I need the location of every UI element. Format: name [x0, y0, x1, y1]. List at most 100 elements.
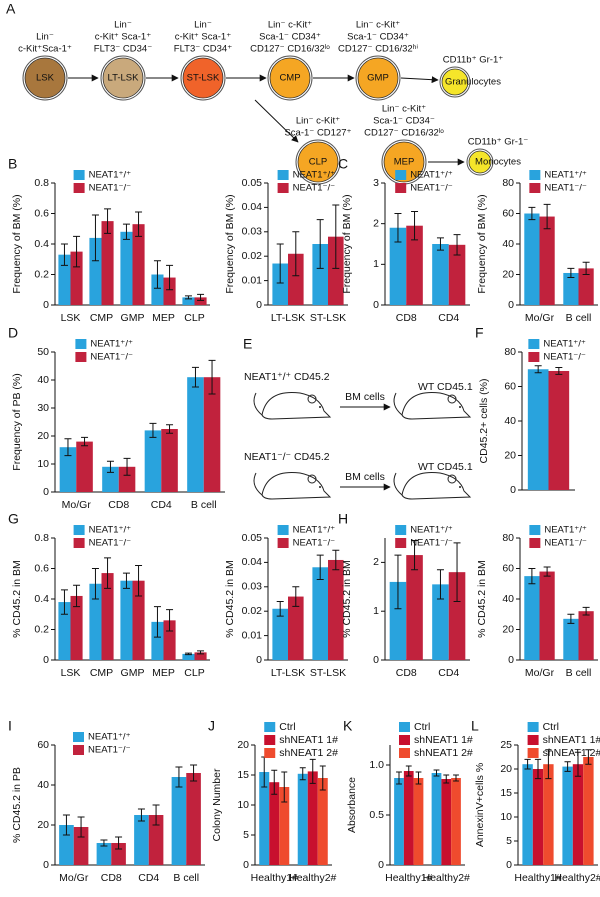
bar: [182, 297, 195, 305]
legend-label: NEAT1⁺/⁺: [544, 170, 587, 181]
x-tick-label: CMP: [90, 312, 113, 324]
error-bar: [166, 424, 174, 434]
error-bar: [528, 568, 536, 585]
mouse-ear: [307, 474, 317, 484]
legend-label: NEAT1⁻/⁻: [544, 183, 587, 194]
cell-marker: c-Kit⁺ Sca-1⁺: [175, 32, 232, 43]
error-bar: [62, 814, 70, 836]
panel-letter: G: [8, 511, 19, 527]
y-tick-label: 60: [504, 380, 516, 392]
x-tick-label: Mo/Gr: [59, 872, 89, 884]
legend-swatch: [529, 538, 541, 548]
error-bar: [64, 438, 72, 457]
y-tick-label: 20: [500, 763, 512, 775]
x-tick-label: B cell: [566, 312, 592, 324]
cell-marker: Lin⁻ c-Kit⁺: [382, 104, 426, 115]
legend-swatch: [73, 538, 85, 548]
legend-label: shNEAT1 2#: [414, 747, 473, 759]
x-tick-label: CMP: [90, 667, 113, 679]
legend-label: NEAT1⁺/⁺: [293, 170, 336, 181]
error-bar: [528, 206, 536, 221]
bar: [563, 272, 579, 305]
y-tick-label: 1: [373, 605, 379, 617]
cell-node: [24, 57, 66, 99]
bar: [539, 216, 555, 305]
cell-node-ring: [295, 139, 341, 185]
panel-letter: J: [208, 718, 215, 734]
error-bar: [91, 214, 99, 262]
error-bar: [582, 261, 590, 275]
bar: [120, 231, 133, 305]
error-bar: [137, 808, 145, 822]
y-tick-label: 1: [373, 258, 379, 270]
legend-label: NEAT1⁻/⁻: [88, 745, 131, 756]
y-tick-label: 30: [37, 402, 49, 414]
y-tick-label: 0: [43, 299, 49, 311]
transfer-label: BM cells: [345, 471, 385, 483]
y-tick-label: 0: [43, 654, 49, 666]
error-bar: [319, 765, 326, 791]
y-axis-label: % CD45.2 in BM: [341, 560, 353, 638]
y-tick-label: 0.2: [34, 623, 49, 635]
bar: [163, 277, 176, 305]
cell-marker: FLT3⁻ CD34⁺: [174, 44, 232, 55]
bar: [59, 447, 77, 492]
mouse-ear: [447, 394, 457, 404]
legend-swatch: [527, 722, 539, 732]
error-bar: [104, 557, 112, 589]
bar: [186, 773, 201, 865]
donor-label: NEAT1⁻/⁻ CD45.2: [244, 451, 330, 463]
legend-label: NEAT1⁻/⁻: [90, 352, 133, 363]
y-tick-label: 0: [373, 654, 379, 666]
bar: [203, 377, 221, 492]
bar: [403, 771, 414, 865]
x-tick-label: LT-LSK: [271, 667, 305, 679]
bar: [524, 576, 540, 660]
cell-marker: CD11b⁺ Gr-1⁻: [468, 137, 529, 148]
error-bar: [73, 584, 81, 608]
legend-swatch: [528, 339, 540, 349]
x-tick-label: CLP: [184, 667, 204, 679]
legend-label: NEAT1⁺/⁺: [410, 525, 453, 536]
bar: [70, 595, 83, 660]
cell-marker: FLT3⁻ CD34⁻: [94, 44, 152, 55]
y-tick-label: 40: [504, 415, 516, 427]
y-tick-label: 0: [243, 859, 249, 871]
bar: [161, 429, 178, 492]
y-tick-label: 0.02: [242, 605, 263, 617]
legend-swatch: [75, 339, 87, 349]
y-tick-label: 80: [504, 346, 516, 358]
error-bar: [405, 765, 412, 777]
bar: [70, 251, 83, 305]
mouse-ear: [447, 474, 457, 484]
error-bar: [582, 606, 590, 616]
cell-label: CMP: [279, 73, 300, 84]
y-tick-label: 15: [237, 769, 249, 781]
y-axis-label: % CD45.2 in BM: [11, 560, 23, 638]
recipient-label: WT CD45.1: [418, 461, 473, 473]
y-tick-label: 60: [502, 562, 514, 574]
legend-label: NEAT1⁻/⁻: [410, 183, 453, 194]
bar: [288, 596, 304, 660]
y-axis-label: Absorbance: [346, 777, 358, 833]
bar: [389, 227, 407, 305]
y-tick-label: 0: [508, 299, 514, 311]
legend-label: Ctrl: [543, 721, 559, 733]
y-tick-label: 0.6: [34, 207, 49, 219]
cell-node-ring: [267, 55, 313, 101]
bar: [73, 827, 89, 865]
legend-swatch: [277, 525, 289, 535]
error-bar: [534, 758, 542, 780]
cell-node: [441, 68, 469, 96]
error-bar: [175, 766, 183, 788]
legend-swatch: [528, 352, 540, 362]
bar: [413, 778, 424, 865]
error-bar: [184, 295, 192, 300]
mouse-eye: [319, 406, 321, 408]
bar: [328, 236, 344, 305]
legend-label: shNEAT1 2#: [279, 747, 338, 759]
error-bar: [567, 267, 575, 279]
error-bar: [316, 554, 324, 580]
error-bar: [545, 749, 552, 780]
y-tick-label: 0: [378, 859, 384, 871]
